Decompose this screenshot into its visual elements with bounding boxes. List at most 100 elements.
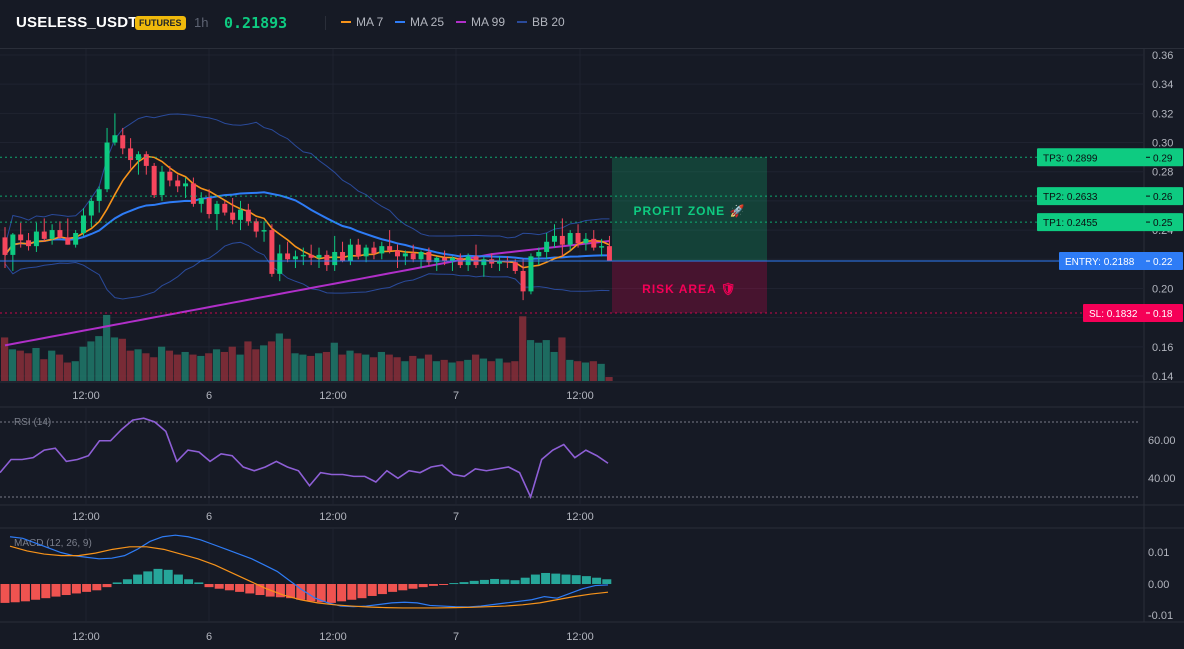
rsi-title: RSI (14) <box>14 417 51 428</box>
macd-pane: MACD (12, 26, 9) 0.01 0.00 -0.01 <box>0 534 1173 622</box>
volume-bar <box>189 354 197 381</box>
volume-bar <box>511 361 519 381</box>
macd-hist-bar <box>245 584 255 594</box>
macd-hist-bar <box>428 584 438 586</box>
macd-hist-bar <box>347 584 357 600</box>
time-label: 7 <box>453 631 459 643</box>
macd-hist-bar <box>0 584 10 603</box>
candle-body <box>143 154 149 166</box>
candle-body <box>65 237 71 245</box>
volume-bar <box>526 340 535 381</box>
macd-hist-bar <box>316 584 326 603</box>
legend-ma99[interactable]: MA 99 <box>456 15 505 29</box>
candle-body <box>175 180 181 187</box>
macd-hist-bar <box>561 574 571 584</box>
tp1-tag: TP1: 0.2455 0.25 <box>1037 213 1183 232</box>
macd-hist-bar <box>581 576 591 584</box>
rsi-tick-40: 40.00 <box>1148 473 1176 485</box>
candle-body <box>434 257 440 263</box>
volume-bar <box>448 362 456 381</box>
trade-zones: PROFIT ZONE 🚀 RISK AREA 🛡 <box>612 157 767 313</box>
volume-bar <box>409 355 417 381</box>
macd-hist-bar <box>214 584 224 589</box>
volume-bar <box>503 362 511 381</box>
macd-hist-bar <box>367 584 377 596</box>
candle-body <box>606 246 612 261</box>
macd-hist-bar <box>541 572 551 584</box>
macd-hist-bar <box>357 584 367 599</box>
volume-bar <box>252 349 260 381</box>
candle-body <box>198 197 204 204</box>
candle-body <box>395 250 400 257</box>
ma25-line <box>4 191 610 260</box>
time-label: 12:00 <box>72 390 100 402</box>
chart-header: USELESS_USDT FUTURES 1h 0.21893 MA 7 MA … <box>0 0 1184 49</box>
candle-body <box>18 234 24 241</box>
volume-bar <box>479 358 488 381</box>
symbol-name[interactable]: USELESS_USDT <box>16 14 138 31</box>
candle-body <box>222 203 228 213</box>
legend-bb20-label: BB 20 <box>532 15 565 29</box>
time-label: 6 <box>206 631 212 643</box>
risk-zone-box <box>612 261 767 313</box>
macd-tick-neg: -0.01 <box>1148 610 1173 622</box>
candle-body <box>552 235 557 242</box>
legend-ma7[interactable]: MA 7 <box>341 15 383 29</box>
volume-bar <box>103 315 111 381</box>
candle-body <box>128 148 134 161</box>
candle-body <box>379 246 385 254</box>
timeframe-selector[interactable]: 1h <box>194 15 209 30</box>
volume-bar <box>605 377 613 381</box>
macd-hist-bar <box>10 584 20 603</box>
candle-body <box>206 197 212 215</box>
candle-body <box>520 270 526 292</box>
candle-body <box>253 221 259 232</box>
time-label: 7 <box>453 390 459 402</box>
legend-bb20[interactable]: BB 20 <box>517 15 565 29</box>
candle-body <box>497 260 503 264</box>
macd-hist-bar <box>20 584 30 602</box>
macd-signal-line <box>9 545 609 609</box>
macd-hist-bar <box>122 579 132 584</box>
macd-hist-bar <box>194 582 204 584</box>
volume-bar <box>1 337 9 381</box>
legend-ma25[interactable]: MA 25 <box>395 15 444 29</box>
candle-body <box>183 183 189 187</box>
macd-hist-bar <box>133 574 143 584</box>
candle-body <box>410 253 416 260</box>
candle-body <box>49 230 55 239</box>
last-price: 0.21893 <box>224 14 288 32</box>
macd-hist-bar <box>163 569 173 584</box>
macd-hist-bar <box>490 578 500 584</box>
candle-body <box>41 231 47 239</box>
bb-upper-band <box>4 113 610 247</box>
macd-hist-bar <box>408 584 418 589</box>
candle-body <box>544 241 550 252</box>
volume-bar <box>71 361 79 381</box>
volume-bar <box>212 349 221 381</box>
candle-body <box>33 231 39 247</box>
macd-hist-bar <box>551 573 561 584</box>
volume-bar <box>354 353 362 381</box>
rsi-pane: RSI (14) 60.00 40.00 <box>0 417 1176 500</box>
candle-body <box>300 254 306 257</box>
volume-bar <box>401 361 409 381</box>
volume-bar <box>574 361 582 381</box>
volume-bar <box>464 359 472 381</box>
tp1-tag-label: TP1: 0.2455 <box>1043 218 1098 229</box>
macd-hist-bar <box>173 574 183 584</box>
macd-hist-bar <box>449 583 459 585</box>
volume-bar <box>495 358 503 381</box>
volume-bar <box>244 341 252 381</box>
rsi-tick-60: 60.00 <box>1148 435 1176 447</box>
volume-bar <box>24 353 32 381</box>
tp3-axis-label: 0.29 <box>1153 153 1173 164</box>
volume-bar <box>377 351 385 381</box>
macd-line <box>9 534 609 608</box>
time-axes[interactable]: 12:00 6 12:00 7 12:00 12:00 6 12:00 7 12:00 12:00 6… <box>72 390 594 643</box>
volume-bar <box>181 351 189 381</box>
volume-bar <box>385 354 393 381</box>
macd-hist-bar <box>439 584 449 585</box>
candle-body <box>167 171 173 181</box>
